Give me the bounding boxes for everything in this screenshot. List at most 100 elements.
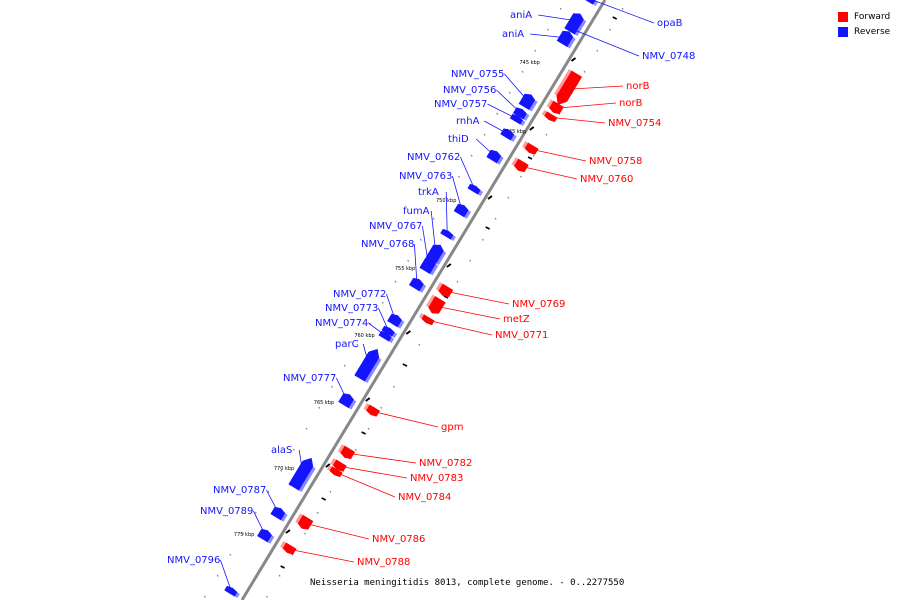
gene-nmv-0783[interactable] [330,458,347,472]
gene-label-nmv-0767[interactable]: NMV_0767 [369,221,422,232]
gene-features[interactable] [224,0,599,598]
gene-label-parc[interactable]: parC [335,339,359,350]
gene-label-nmv-0772[interactable]: NMV_0772 [333,289,386,300]
track-mark [583,70,586,73]
gene-label-ania[interactable]: aniA [502,29,524,40]
gene-block-shade [330,458,337,466]
gene-label-nmv-0760[interactable]: NMV_0760 [580,174,633,185]
gene-label-alas[interactable]: alaS [271,445,292,456]
gene-label-nmv-0769[interactable]: NMV_0769 [512,299,565,310]
gene-nmv-0767[interactable] [419,257,439,276]
gene-nmv-0788[interactable] [280,541,297,555]
gene-block-shade [267,535,275,544]
gene-label-nmv-0755[interactable]: NMV_0755 [451,69,504,80]
gene-label-nmv-0768[interactable]: NMV_0768 [361,239,414,250]
gene-block[interactable] [365,404,381,417]
gene-labels[interactable]: aniA aniA opaB NMV_0748 norB norB NMV_0754 NMV_… [167,10,695,568]
gene-label-nmv-0796[interactable]: NMV_0796 [167,555,220,566]
leader-line [530,148,587,162]
gene-norb[interactable] [554,69,583,105]
gene-nmv-0760[interactable] [511,157,529,173]
gene-label-nmv-0788[interactable]: NMV_0788 [357,557,410,568]
gene-block-shade [280,513,288,522]
gene-nmv-0771[interactable] [418,313,435,326]
gene-label-nmv-0782[interactable]: NMV_0782 [419,458,472,469]
gene-label-nmv-0754[interactable]: NMV_0754 [608,118,661,129]
gene-norb[interactable] [546,99,564,115]
gene-nmv-0777[interactable] [338,393,357,410]
gene-alas[interactable] [288,457,316,492]
gene-parc[interactable] [354,348,382,383]
gene-label-nmv-0786[interactable]: NMV_0786 [372,534,425,545]
gene-block[interactable] [329,466,343,478]
gene-block[interactable] [378,330,392,342]
gene-block[interactable] [421,314,435,326]
gene-label-fuma[interactable]: fumA [403,206,430,217]
gene-label-rnha[interactable]: rnhA [456,116,480,127]
gene-label-nmv-0789[interactable]: NMV_0789 [200,506,253,517]
gene-nmv-0796[interactable] [224,585,240,598]
gene-block[interactable] [332,459,347,472]
gene-nmv-0763[interactable] [453,203,471,219]
gene-label-ania[interactable]: aniA [510,10,532,21]
track-mark [329,490,332,493]
gene-nmv-0784[interactable] [327,465,343,478]
gene-block[interactable] [387,313,403,328]
leader-line [436,305,501,320]
gene-nmv-0754[interactable] [541,110,558,123]
gene-nmv-0756[interactable] [512,107,530,121]
gene-trka[interactable] [440,228,456,241]
gene-label-nmv-0762[interactable]: NMV_0762 [407,152,460,163]
gene-nmv-0787[interactable] [270,506,288,522]
gene-ania[interactable] [556,30,576,49]
gene-block[interactable] [513,158,529,173]
gene-block[interactable] [467,183,481,195]
gene-label-nmv-0758[interactable]: NMV_0758 [589,156,642,167]
gene-block[interactable] [556,70,583,105]
gene-gpm[interactable] [363,403,381,417]
track-mark [407,259,410,262]
gene-nmv-0755[interactable] [518,93,538,112]
gene-label-nmv-0783[interactable]: NMV_0783 [410,473,463,484]
track-mark [596,49,599,52]
gene-block[interactable] [428,295,446,314]
gene-label-nmv-0773[interactable]: NMV_0773 [325,303,378,314]
gene-label-nmv-0787[interactable]: NMV_0787 [213,485,266,496]
gene-label-thid[interactable]: thiD [448,134,469,145]
track-mark [508,91,511,94]
gene-nmv-0774[interactable] [378,330,395,343]
gene-label-trka[interactable]: trkA [418,187,439,198]
gene-nmv-0762[interactable] [467,183,484,196]
gene-nmv-0768[interactable] [408,277,427,293]
gene-label-gpm[interactable]: gpm [441,422,463,433]
gene-block[interactable] [453,203,469,218]
gene-label-metz[interactable]: metZ [503,314,530,325]
gene-label-norb[interactable]: norB [626,81,650,92]
gene-label-opab[interactable]: opaB [657,18,683,29]
gene-thid[interactable] [486,149,504,165]
gene-metz[interactable] [425,294,446,314]
gene-block[interactable] [544,111,558,123]
gene-nmv-0789[interactable] [257,528,275,544]
gene-block[interactable] [486,149,502,164]
gene-nmv-0782[interactable] [337,444,356,460]
track-mark [532,154,535,157]
gene-label-nmv-0777[interactable]: NMV_0777 [283,373,336,384]
gene-nmv-0772[interactable] [387,313,405,329]
gene-label-nmv-0757[interactable]: NMV_0757 [434,99,487,110]
gene-label-nmv-0784[interactable]: NMV_0784 [398,492,451,503]
gene-label-nmv-0756[interactable]: NMV_0756 [443,85,496,96]
gene-block[interactable] [224,585,238,597]
gene-block[interactable] [524,142,539,155]
gene-label-nmv-0748[interactable]: NMV_0748 [642,51,695,62]
gene-nmv-0758[interactable] [522,141,539,155]
gene-label-nmv-0763[interactable]: NMV_0763 [399,171,452,182]
gene-label-norb[interactable]: norB [619,98,643,109]
gene-nmv-0769[interactable] [435,282,454,298]
gene-label-nmv-0774[interactable]: NMV_0774 [315,318,368,329]
gene-nmv-0786[interactable] [295,513,314,530]
gene-block[interactable] [438,283,454,298]
tick-mark [405,330,411,335]
gene-label-nmv-0771[interactable]: NMV_0771 [495,330,548,341]
